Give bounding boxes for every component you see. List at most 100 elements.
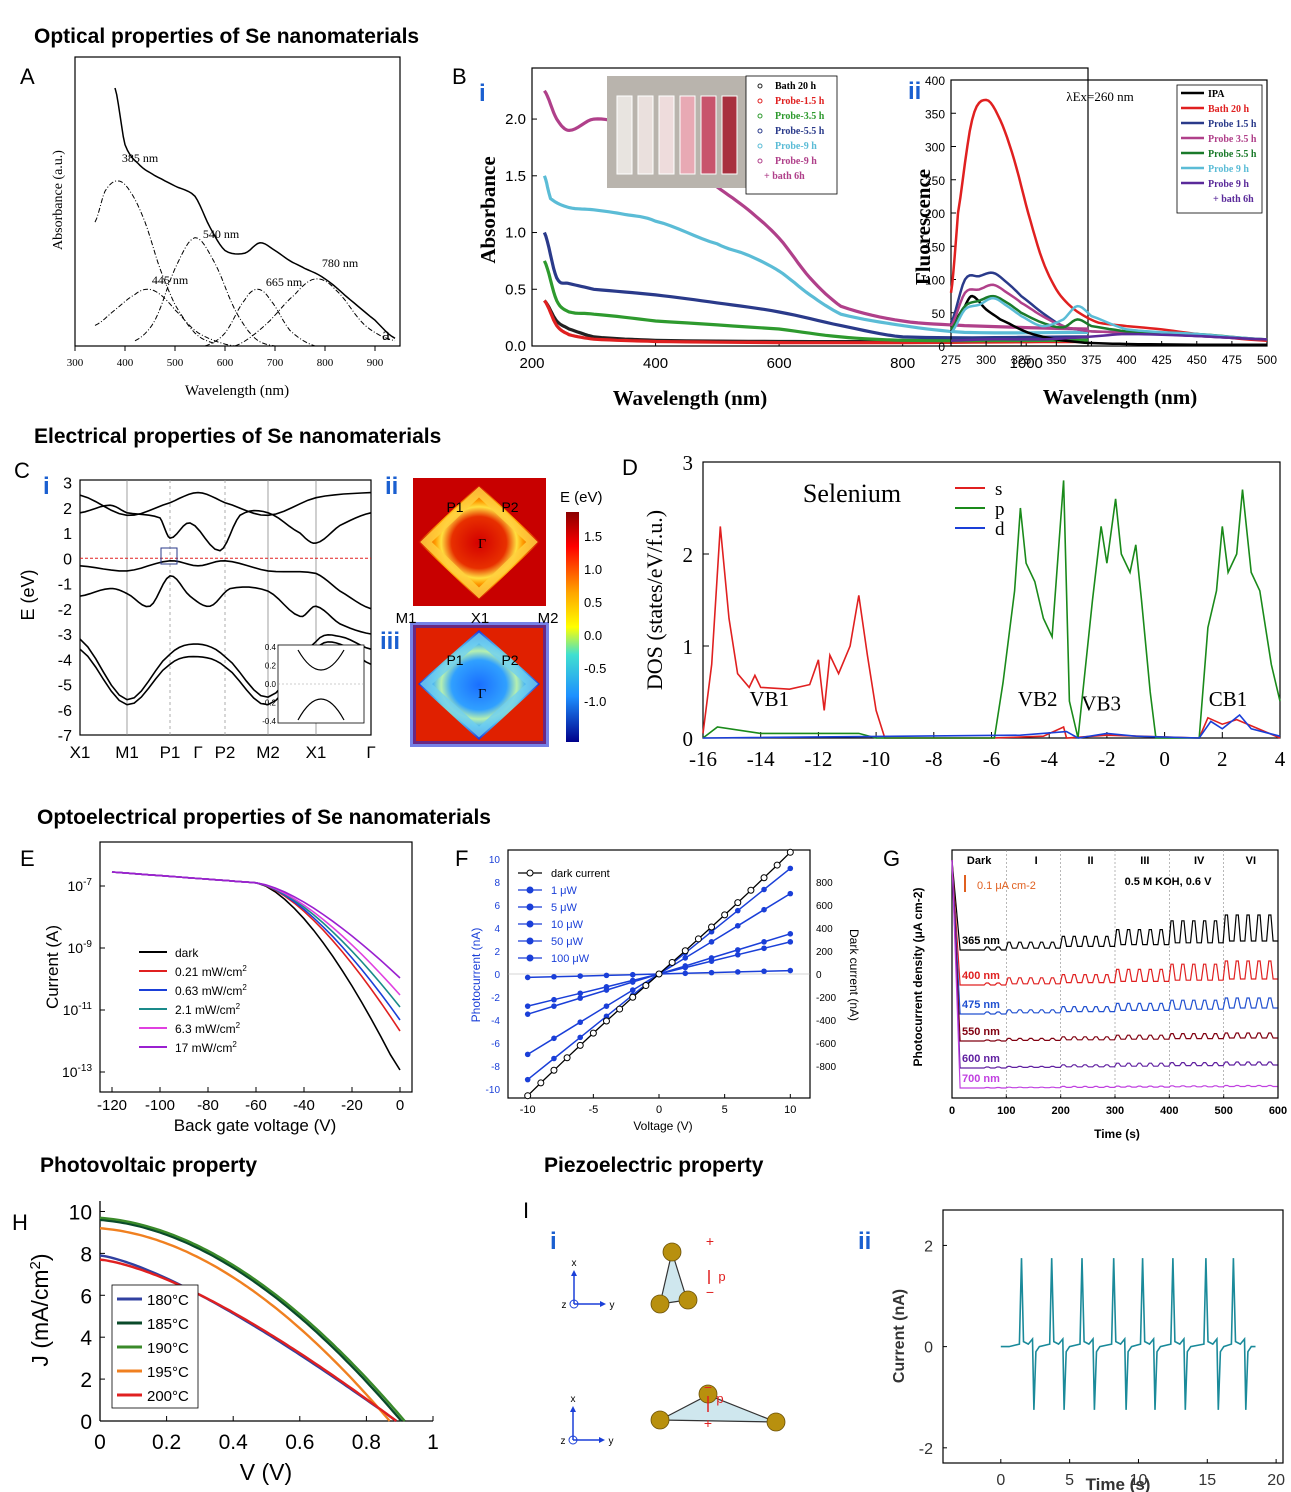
series-point (589, 1029, 597, 1037)
y-tick-label: 100 (925, 274, 945, 288)
curve-4 (204, 288, 316, 347)
series-point (708, 923, 716, 931)
legend-box (1176, 84, 1263, 214)
x-tick-label: 15 (1198, 1472, 1216, 1489)
legend-entry-6: + bath 6h (764, 171, 805, 182)
legend-entry-4: Probe-9 h (775, 141, 817, 152)
y2-tick-label: 800 (816, 878, 833, 889)
series-line-4 (99, 1258, 398, 1422)
series-point (787, 967, 794, 974)
axis-arrowhead (599, 1437, 605, 1443)
y-tick-label: 350 (925, 107, 945, 121)
band-2 (79, 559, 372, 610)
series-point (655, 970, 663, 978)
x-tick-label: 450 (1187, 353, 1207, 367)
legend-marker-1 (526, 886, 534, 894)
axis-label-y: y (609, 1436, 614, 1447)
y-tick-label: -2 (58, 602, 72, 619)
series-point (694, 935, 702, 943)
x-tick-label: 325 (1011, 353, 1031, 367)
x-tick-label: 500 (1214, 1105, 1232, 1117)
x-tick-label: 0.4 (219, 1431, 249, 1454)
series-point (734, 951, 741, 958)
series-point (551, 1055, 557, 1062)
legend-entry-3: 195°C (147, 1364, 189, 1381)
legend-entry-2: 190°C (147, 1340, 189, 1357)
x-tick-label: 20 (1267, 1472, 1285, 1489)
legend-entry-0: IPA (1208, 89, 1225, 100)
legend-entry-1: 1 μW (551, 885, 578, 897)
series-point (551, 996, 557, 1003)
series-point (524, 974, 531, 981)
heatmap-bot-edge (410, 622, 549, 747)
series-line-3 (99, 1227, 391, 1422)
x-tick-label: -120 (97, 1097, 127, 1114)
x-tick-label: 0 (396, 1097, 404, 1114)
legend-entry-0: Bath 20 h (775, 81, 817, 92)
x-tick-label: 0 (656, 1104, 662, 1116)
y-tick-label: 3 (63, 476, 72, 493)
series-point (787, 931, 794, 937)
point-label: P1 (446, 499, 463, 515)
y-axis-label: Photocurrent density (μA cm-2) (911, 888, 925, 1067)
y-tick-label: -10 (486, 1085, 501, 1096)
y2-tick-label: -600 (816, 1039, 836, 1050)
series-point (577, 1034, 584, 1041)
legend-entry-0: s (995, 479, 1002, 500)
series-point (524, 1051, 531, 1058)
series-point (576, 1041, 584, 1049)
legend-marker-2 (757, 113, 763, 119)
series-point (734, 899, 742, 907)
y-tick-label: -3 (58, 627, 72, 644)
legend-box (745, 75, 838, 195)
x-tick-label: 375 (1081, 353, 1101, 367)
y-tick-label: 6 (494, 901, 500, 912)
y-tick-label: 2 (63, 501, 72, 518)
inset-cb (297, 649, 345, 671)
charge-plus: + (704, 1415, 712, 1431)
y-tick-label: -1 (58, 577, 72, 594)
legend-marker-0 (757, 83, 763, 89)
x-tick-label: 600 (217, 357, 234, 369)
y-tick-label: 0 (494, 970, 500, 981)
series-line-5 (951, 859, 1278, 1089)
polarization-label: p (718, 1269, 725, 1284)
y-axis-label: J (mA/cm2) (27, 1253, 53, 1366)
sublabel-b-i: i (479, 80, 486, 107)
vial-1 (637, 95, 654, 175)
series-line-1 (949, 98, 1268, 342)
y2-tick-label: -200 (816, 993, 836, 1004)
point-label: Γ (478, 537, 486, 552)
charge-minus: − (706, 1284, 714, 1300)
plot-frame (74, 56, 401, 347)
inset-y-tick: -0.2 (262, 699, 276, 708)
x-tick-label: -100 (145, 1097, 175, 1114)
series-point (682, 963, 689, 969)
y-tick-label: 4 (494, 924, 500, 935)
series-point (787, 865, 794, 872)
axis-label-y: y (610, 1300, 615, 1311)
series-line-1 (99, 1218, 403, 1422)
series-point (577, 990, 584, 997)
legend-entry-4: 6.3 mW/cm2 (175, 1021, 241, 1036)
x-tick-label: 4 (1275, 747, 1286, 771)
k-point-label: P1 (160, 743, 181, 762)
legend-entry-4: Probe 5.5 h (1208, 149, 1257, 160)
series-point (524, 1092, 532, 1100)
charge-plus: + (706, 1233, 714, 1249)
legend-marker-3 (526, 920, 534, 928)
zoom-box (160, 547, 178, 565)
y-tick-label: 200 (925, 207, 945, 221)
legend-entry-3: 2.1 mW/cm2 (175, 1002, 241, 1017)
point-label: P2 (501, 652, 518, 668)
k-point-label: P2 (215, 743, 236, 762)
axis-label-x: x (572, 1258, 577, 1269)
region-label-0: Dark (967, 855, 992, 867)
series-line-5 (950, 296, 1268, 341)
series-point (603, 987, 610, 993)
x-tick-label: 500 (1257, 353, 1277, 367)
axis-arrowhead (600, 1301, 606, 1307)
x-tick-label: 475 (1222, 353, 1242, 367)
x-tick-label: 5 (1065, 1472, 1074, 1489)
